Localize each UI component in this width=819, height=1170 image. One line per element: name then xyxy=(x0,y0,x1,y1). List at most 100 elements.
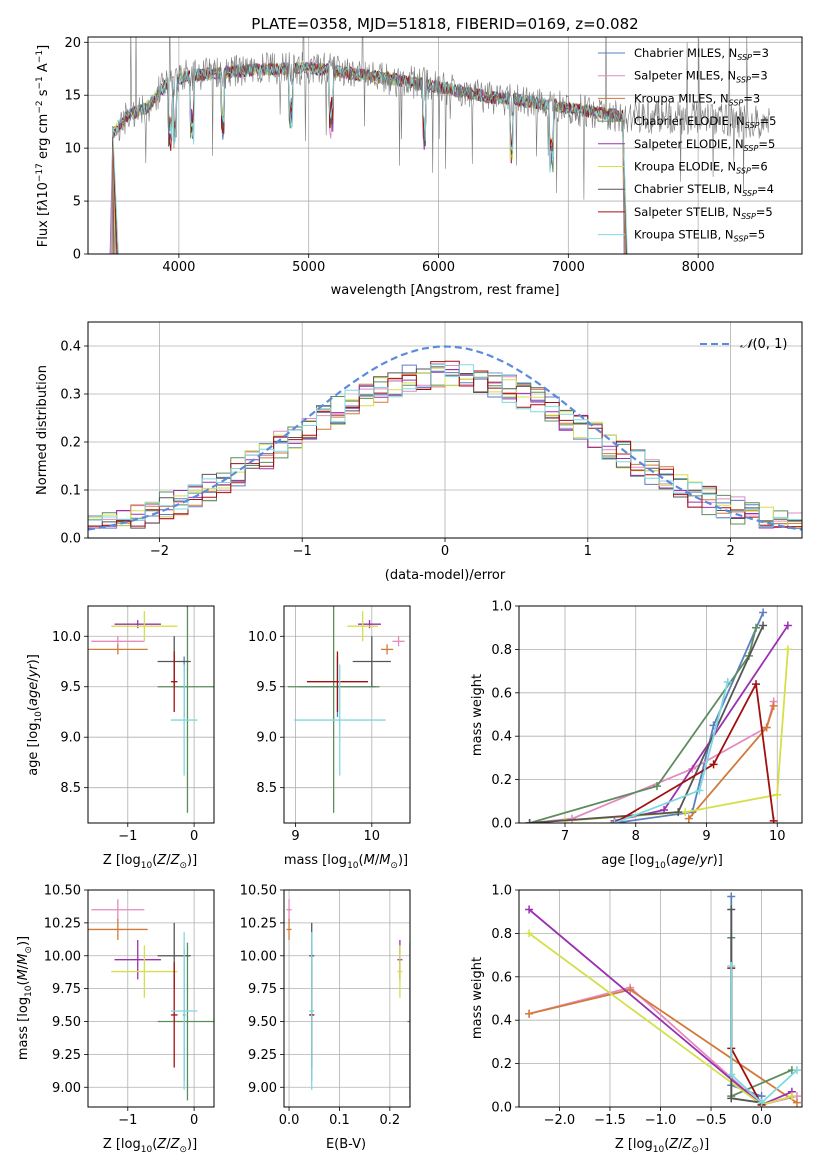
mass-weight-marker-2-0 xyxy=(525,1009,534,1018)
error-bars xyxy=(287,606,405,813)
x-tick-label: 0 xyxy=(441,544,449,559)
spectrum-series xyxy=(109,37,770,254)
mass-weight-lines xyxy=(525,608,792,823)
mass-weight-marker-8-0 xyxy=(727,961,736,970)
mass-weight-marker-6-0 xyxy=(727,905,736,914)
mass-weight-marker-8-2 xyxy=(757,1098,766,1107)
x-tick-label: −2.0 xyxy=(544,1113,576,1128)
error-bars xyxy=(88,899,214,1101)
mwZ-ylabel: mass weight xyxy=(470,957,485,1039)
y-tick-label: 0.4 xyxy=(491,1014,512,1029)
y-tick-label: 9.25 xyxy=(248,1048,277,1063)
grid xyxy=(284,889,410,1107)
y-tick-label: 0.2 xyxy=(491,1057,512,1072)
mass-weight-marker-4-0 xyxy=(525,905,534,914)
mass-weight-marker-2-0 xyxy=(684,814,693,823)
y-tick-label: 0.1 xyxy=(60,484,81,499)
mass-weight-line-6 xyxy=(730,909,762,1104)
mass-weight-line-8 xyxy=(614,681,729,823)
histogram-legend: 𝒩(0, 1) xyxy=(700,337,787,352)
y-tick-label: 9.5 xyxy=(60,680,81,695)
x-tick-label: 10 xyxy=(364,829,381,844)
panel-frame xyxy=(283,605,411,824)
y-tick-label: 9.50 xyxy=(52,1015,81,1030)
y-tick-label: 9.00 xyxy=(248,1081,277,1096)
panel-frame xyxy=(518,889,803,1108)
y-tick-label: 9.0 xyxy=(60,731,81,746)
histogram-series xyxy=(88,345,802,531)
y-tick-label: 10.00 xyxy=(44,949,81,964)
residual-histogram-panel: −2 −1 0 1 2 0.0 0.1 0.2 0.3 0.4 𝒩(0, 1) (data-mod… xyxy=(35,321,803,583)
age-vs-Z-panel: −1 0 8.5 9.0 9.5 10.0 xyxy=(52,605,215,844)
grid xyxy=(88,606,214,823)
x-tick-label: 9 xyxy=(291,829,299,844)
y-tick-label: 10.50 xyxy=(44,884,81,899)
mwZ-xlabel: Z [log10(Z/Z⊙)] xyxy=(615,1137,709,1155)
mass-weight-marker-8-2 xyxy=(723,677,732,686)
mass-vs-EBV-panel: 0.0 0.1 0.2 9.00 9.25 9.50 9.75 10.00 10.25 10.50 xyxy=(240,884,411,1128)
massZ-xlabel: Z [log10(Z/Z⊙)] xyxy=(103,1137,197,1155)
legend-label-0: Chabrier MILES, NSSP=3 xyxy=(634,46,769,62)
mass-weight-marker-7-1 xyxy=(709,760,718,769)
y-tick-label: 10.0 xyxy=(52,630,81,645)
mass-weight-marker-5-1 xyxy=(681,808,690,817)
y-tick-label: 0.2 xyxy=(60,436,81,451)
x-tick-label: −1 xyxy=(118,1113,137,1128)
x-tick-label: 8 xyxy=(632,829,640,844)
y-tick-label: 0.0 xyxy=(491,817,512,832)
panel-frame xyxy=(87,889,215,1108)
y-tick-label: 10.25 xyxy=(44,916,81,931)
mass-weight-marker-6-1 xyxy=(727,1094,736,1103)
mass-weight-marker-3-3 xyxy=(752,623,761,632)
gaussian-curve xyxy=(88,345,802,531)
mass-weight-marker-5-3 xyxy=(783,645,792,654)
mass-weight-marker-6-0 xyxy=(525,819,534,823)
histogram-step-7 xyxy=(88,360,802,528)
spectrum-legend: Chabrier MILES, NSSP=3 Salpeter MILES, NS… xyxy=(598,46,776,244)
y-tick-label: 0.6 xyxy=(491,686,512,701)
x-tick-label: 0.2 xyxy=(379,1113,400,1128)
x-tick-label: 7000 xyxy=(552,260,585,275)
y-tick-label: 0.8 xyxy=(491,643,512,658)
mass-weight-line-1 xyxy=(528,986,798,1106)
mass-weight-marker-8-3 xyxy=(792,1066,801,1075)
x-tick-label: −1 xyxy=(293,544,312,559)
y-tick-label: 9.75 xyxy=(248,982,277,997)
spectrum-ylabel: Flux [fλ10−17 erg cm−2 s−1 A−1] xyxy=(35,45,51,247)
y-tick-label: 15 xyxy=(64,89,81,104)
x-tick-label: 2 xyxy=(726,544,734,559)
massE-xlabel: E(B-V) xyxy=(326,1137,366,1152)
massZ-ylabel: mass [log10(M/M⊙)] xyxy=(16,936,34,1060)
legend-label-5: Kroupa ELODIE, NSSP=6 xyxy=(634,160,768,176)
y-tick-label: 10.25 xyxy=(240,916,277,931)
mass-weight-marker-7-2 xyxy=(752,680,761,689)
mass-weight-marker-2-1 xyxy=(762,723,771,732)
y-tick-label: 0.0 xyxy=(491,1101,512,1116)
mass-weight-marker-0-0 xyxy=(727,892,736,901)
spectrum-title: PLATE=0358, MJD=51818, FIBERID=0169, z=0… xyxy=(251,15,638,33)
y-tick-label: 0.3 xyxy=(60,388,81,403)
y-tick-label: 0.8 xyxy=(491,927,512,942)
y-tick-label: 9.0 xyxy=(256,731,277,746)
mass-weight-marker-8-0 xyxy=(610,819,619,823)
spectrum-frame xyxy=(87,36,803,255)
y-tick-label: 0.6 xyxy=(491,970,512,985)
spectrum-xlabel: wavelength [Angstrom, rest frame] xyxy=(331,283,560,298)
y-tick-label: 0.2 xyxy=(491,773,512,788)
y-tick-label: 1.0 xyxy=(491,600,512,615)
y-tick-label: 1.0 xyxy=(491,884,512,899)
histogram-xlabel: (data-model)/error xyxy=(385,568,506,583)
y-tick-label: 9.25 xyxy=(52,1048,81,1063)
legend-label-2: Kroupa MILES, NSSP=3 xyxy=(634,91,760,107)
mass-weight-lines xyxy=(525,892,801,1107)
y-tick-label: 9.5 xyxy=(256,680,277,695)
x-tick-label: 7 xyxy=(561,829,569,844)
ageZ-ylabel: age [log10(age/yr)] xyxy=(26,654,44,776)
error-bars xyxy=(88,606,214,813)
grid xyxy=(88,889,214,1107)
mass-weight-marker-2-2 xyxy=(792,1098,801,1107)
legend-label-7: Salpeter STELIB, NSSP=5 xyxy=(634,205,773,221)
x-tick-label: −1.0 xyxy=(645,1113,677,1128)
x-tick-label: 8000 xyxy=(682,260,715,275)
mass-weight-line-0 xyxy=(730,896,762,1098)
